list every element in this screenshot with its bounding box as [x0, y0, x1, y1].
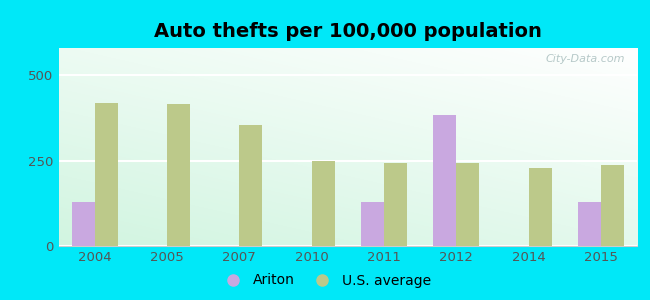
- Bar: [433, 115, 456, 246]
- Bar: [167, 104, 190, 246]
- Bar: [239, 125, 263, 246]
- Title: Auto thefts per 100,000 population: Auto thefts per 100,000 population: [154, 22, 541, 41]
- Bar: [361, 202, 384, 246]
- Legend: Ariton, U.S. average: Ariton, U.S. average: [214, 268, 436, 293]
- Text: City-Data.com: City-Data.com: [546, 54, 625, 64]
- Bar: [578, 202, 601, 246]
- Bar: [456, 163, 479, 246]
- Bar: [95, 103, 118, 246]
- Bar: [601, 165, 624, 246]
- Bar: [384, 163, 407, 246]
- Bar: [528, 168, 552, 246]
- Bar: [311, 161, 335, 246]
- Bar: [72, 202, 95, 246]
